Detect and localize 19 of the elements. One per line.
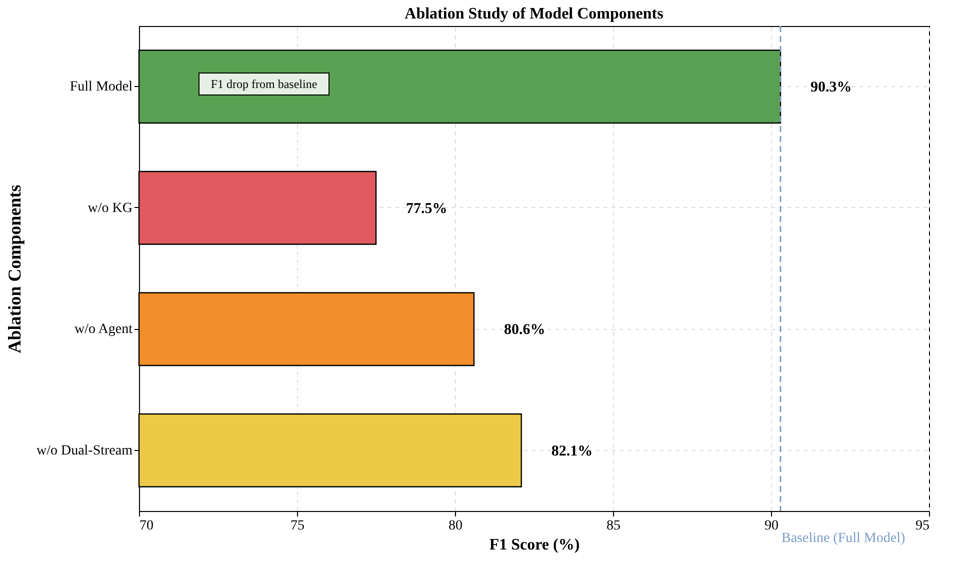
data-label: 80.6% — [504, 322, 546, 338]
x-tick-label: 70 — [140, 518, 154, 534]
x-tick-label: 95 — [916, 518, 930, 534]
y-axis-title: Ablation Components — [4, 184, 24, 354]
data-label: 90.3% — [810, 80, 852, 96]
data-label: 82.1% — [551, 443, 593, 460]
x-tick-label: 90 — [764, 518, 778, 534]
y-tick-label: w/o KG — [88, 200, 132, 216]
annotation: F1 drop from baseline — [210, 77, 318, 91]
y-tick-label: w/o Dual-Stream — [36, 443, 133, 458]
ref-line-label: Baseline (Full Model) — [781, 531, 906, 546]
data-label: 77.5% — [406, 200, 448, 217]
x-axis-title: F1 Score (%) — [489, 536, 580, 554]
x-tick-label: 80 — [448, 518, 462, 534]
y-tick-label: Full Model — [70, 80, 133, 95]
x-tick-label: 85 — [606, 518, 620, 534]
y-tick-label: w/o Agent — [74, 322, 133, 338]
x-tick-label: 75 — [290, 518, 304, 534]
chart-title: Ablation Study of Model Components — [404, 5, 664, 22]
